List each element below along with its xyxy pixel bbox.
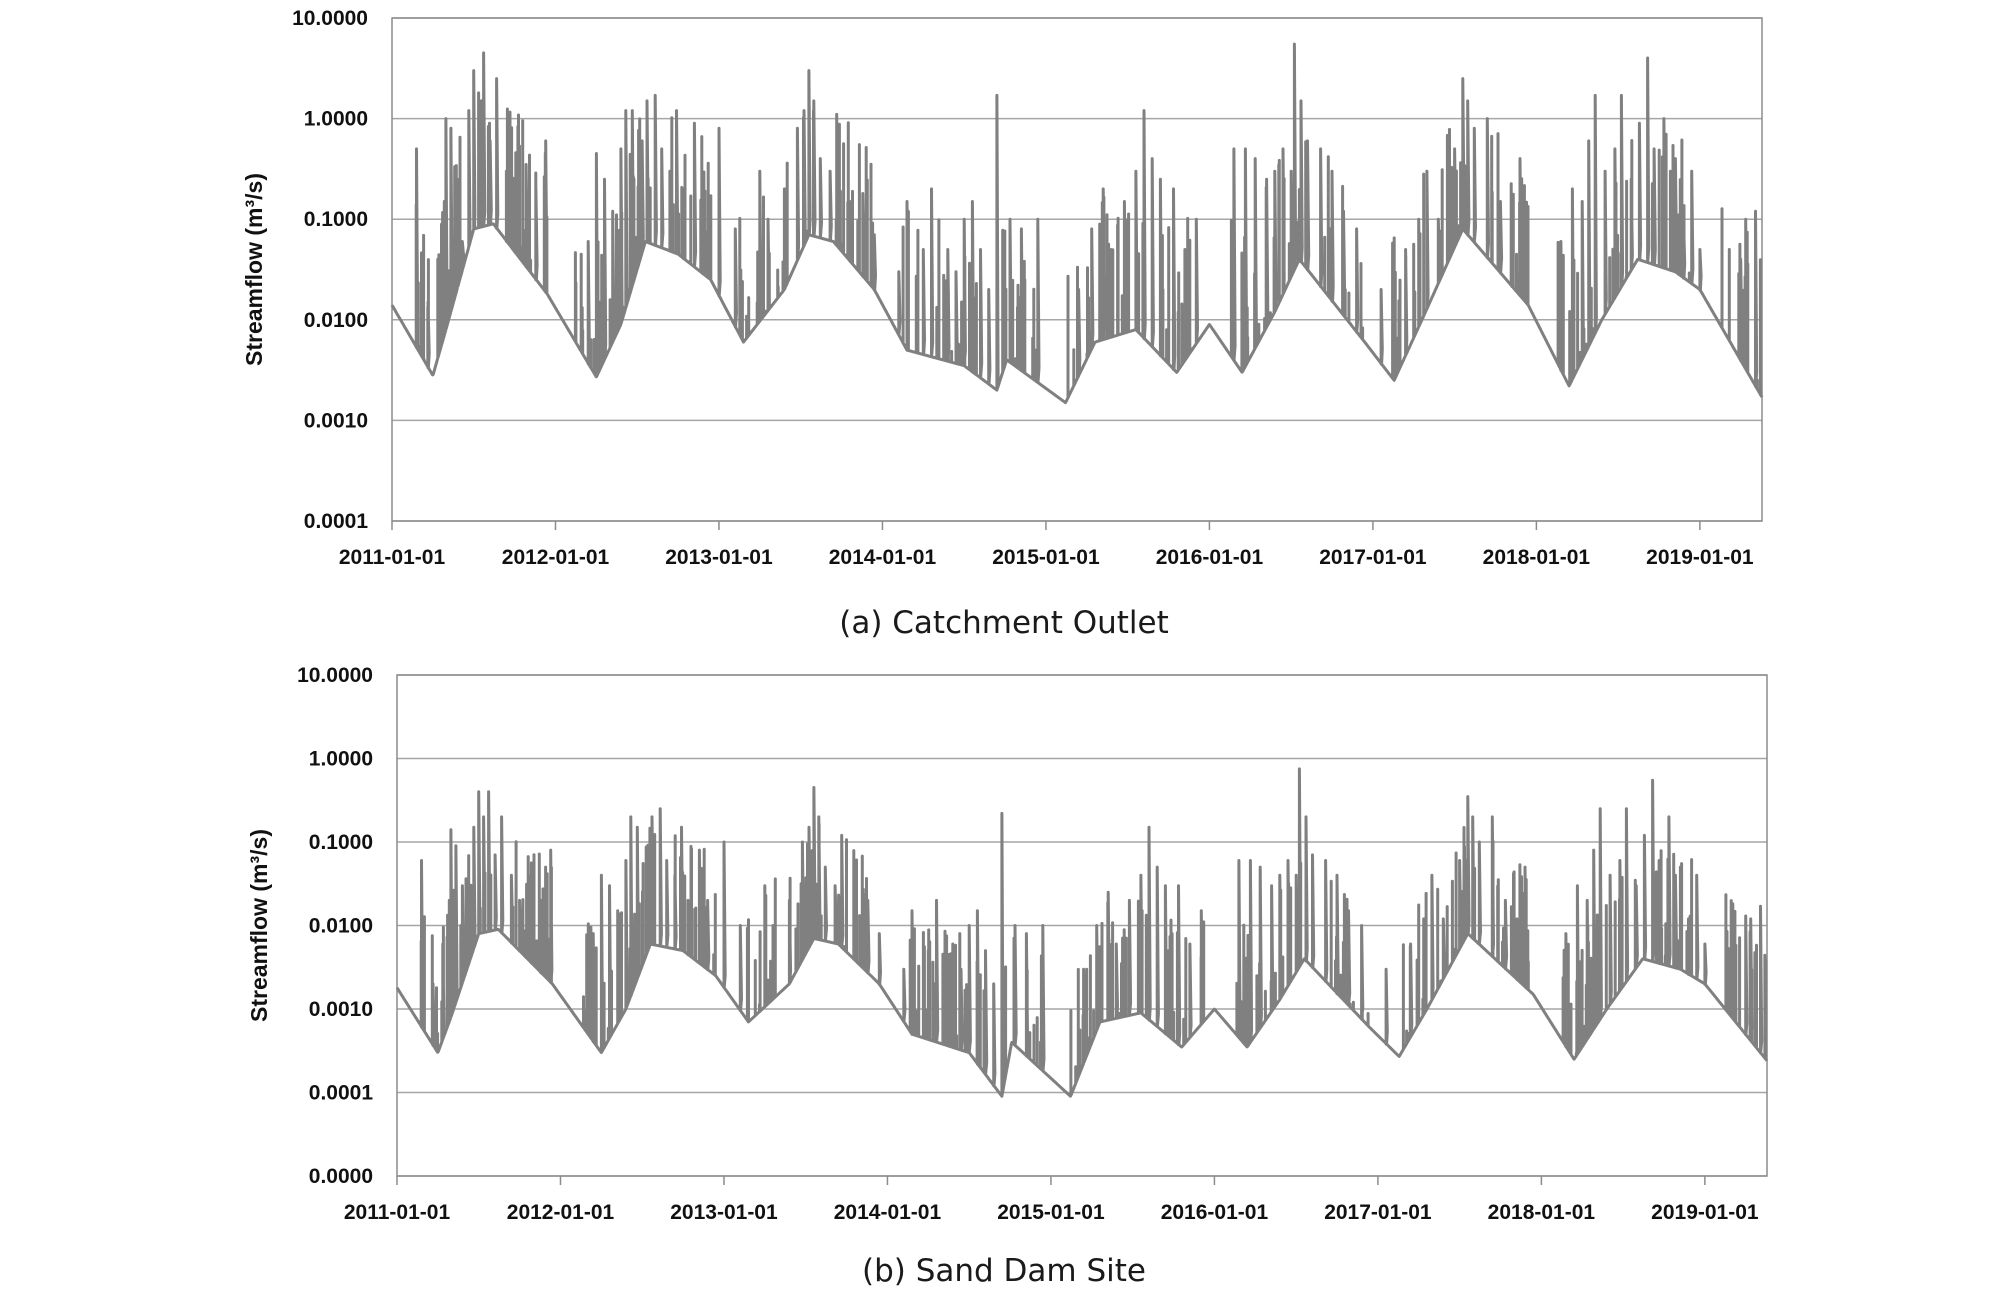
chart-panel-catchment-outlet: 10.0000 1.0000 0.1000 0.0100 0.0010 0.0001 201… <box>241 7 1764 569</box>
plot-area-border <box>391 17 1763 522</box>
plot-area-border <box>396 674 1768 1177</box>
x-tick-label: 2017-01-01 <box>1319 546 1427 569</box>
caption-sand-dam-site: (b) Sand Dam Site <box>861 1253 1146 1289</box>
chart-sand-dam-site: 10.0000 1.0000 0.1000 0.0100 0.0010 0.0001 0.0… <box>246 664 1769 1224</box>
y-tick-label: 0.0100 <box>309 915 373 938</box>
x-tick-label: 2013-01-01 <box>665 546 773 569</box>
caption-catchment-outlet: (a) Catchment Outlet <box>839 605 1169 641</box>
x-tick-label: 2015-01-01 <box>992 546 1100 569</box>
y-tick-label: 0.0000 <box>309 1165 373 1188</box>
streamflow-series-line <box>390 42 1764 405</box>
streamflow-series-line <box>395 767 1769 1098</box>
x-tick-label: 2015-01-01 <box>997 1201 1105 1224</box>
y-tick-label: 0.0001 <box>309 1082 374 1105</box>
chart-catchment-outlet: 10.0000 1.0000 0.1000 0.0100 0.0010 0.0001 201… <box>241 7 1764 569</box>
x-tick-label: 2016-01-01 <box>1161 1201 1269 1224</box>
x-tick-label: 2018-01-01 <box>1483 546 1591 569</box>
x-tick-label: 2014-01-01 <box>829 546 937 569</box>
x-tick-label: 2011-01-01 <box>339 546 446 569</box>
y-tick-label: 0.0001 <box>304 510 369 533</box>
x-tick-label: 2017-01-01 <box>1324 1201 1432 1224</box>
y-tick-label: 0.0010 <box>309 998 373 1021</box>
y-tick-label: 1.0000 <box>309 748 373 771</box>
x-tick-label: 2012-01-01 <box>502 546 610 569</box>
y-tick-label: 0.0100 <box>304 309 368 332</box>
y-tick-label: 0.1000 <box>304 208 368 231</box>
x-tick-label: 2019-01-01 <box>1646 546 1754 569</box>
chart-panel-sand-dam-site: 10.0000 1.0000 0.1000 0.0100 0.0010 0.0001 0.0… <box>0 655 2008 1288</box>
x-tick-label: 2018-01-01 <box>1488 1201 1596 1224</box>
y-tick-label: 0.0010 <box>304 409 368 432</box>
y-tick-label: 1.0000 <box>304 108 368 131</box>
x-tick-label: 2014-01-01 <box>834 1201 942 1224</box>
y-axis-label: Streamflow (m³/s) <box>241 173 267 366</box>
x-tick-label: 2012-01-01 <box>507 1201 615 1224</box>
x-tick-label: 2019-01-01 <box>1651 1201 1759 1224</box>
y-tick-label: 10.0000 <box>292 7 368 30</box>
x-tick-label: 2011-01-01 <box>344 1201 451 1224</box>
y-tick-label: 10.0000 <box>297 664 373 687</box>
x-tick-label: 2016-01-01 <box>1156 546 1264 569</box>
x-tick-label: 2013-01-01 <box>670 1201 778 1224</box>
y-tick-label: 0.1000 <box>309 831 373 854</box>
y-axis-label: Streamflow (m³/s) <box>246 829 272 1022</box>
